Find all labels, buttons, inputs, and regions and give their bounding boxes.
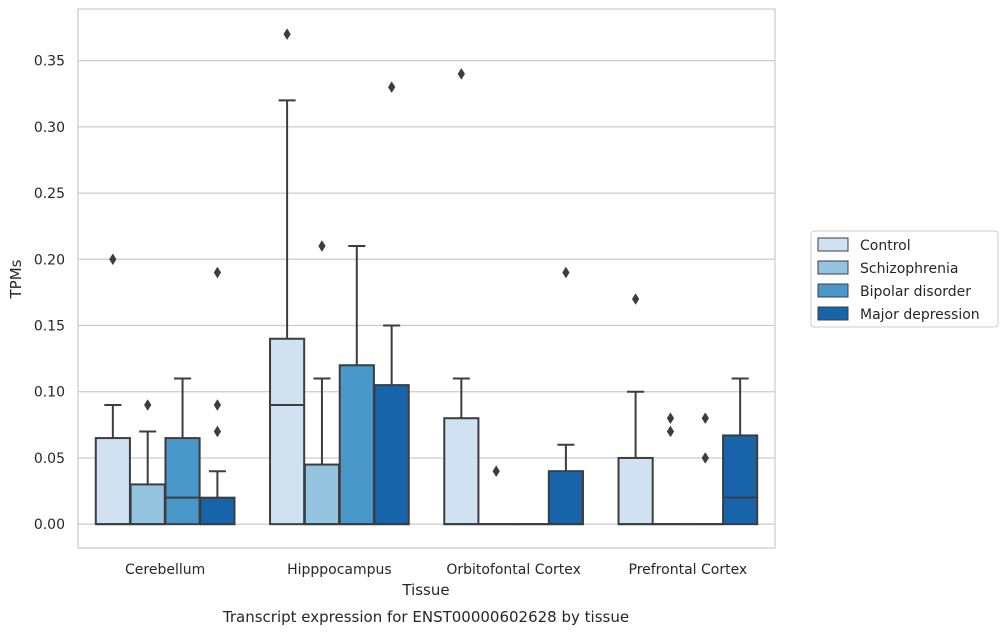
box (617, 293, 654, 526)
box-body (269, 337, 306, 526)
y-tick-label: 0.35 (34, 54, 65, 70)
outlier-point (457, 68, 466, 80)
box (269, 28, 306, 526)
outlier-point (666, 412, 675, 425)
x-tick-label: Orbitofontal Cortex (446, 562, 581, 578)
box (129, 399, 166, 526)
y-tick-label: 0.20 (34, 252, 65, 268)
box-body (443, 417, 480, 526)
box-body (547, 470, 584, 526)
outlier-point (283, 28, 291, 41)
box-body (722, 434, 759, 526)
outlier-point (701, 452, 709, 464)
outlier-point (666, 425, 675, 438)
x-tick-label: Hipppocampus (287, 562, 392, 578)
outlier-point (492, 465, 500, 478)
y-tick-label: 0.15 (34, 319, 65, 335)
legend-label: Bipolar disorder (860, 284, 971, 300)
legend-swatch (817, 306, 849, 321)
outlier-point (109, 253, 117, 266)
outlier-point (213, 266, 222, 279)
box (478, 465, 515, 526)
box (303, 240, 341, 526)
outlier-point (213, 399, 222, 411)
legend-label: Control (860, 238, 911, 254)
y-tick-label: 0.10 (34, 385, 65, 401)
box-body (94, 437, 131, 526)
outlier-point (562, 266, 570, 279)
box-groups (94, 28, 759, 526)
outlier-point (631, 293, 640, 305)
y-tick-labels: 0.00 0.05 0.10 0.15 0.20 0.25 0.30 0.35 (34, 54, 65, 534)
box-body (338, 364, 375, 526)
box (443, 68, 480, 526)
box-body (199, 496, 236, 526)
y-tick-label: 0.30 (34, 120, 65, 136)
box (722, 377, 759, 526)
legend-swatch (817, 260, 849, 275)
legend-label: Schizophrenia (860, 261, 958, 277)
x-tick-label: Cerebellum (125, 562, 205, 578)
outlier-point (701, 412, 709, 425)
legend-frame (810, 230, 999, 328)
box (547, 266, 584, 526)
box (373, 81, 410, 526)
outlier-point (387, 81, 396, 94)
legend-swatch (817, 237, 849, 252)
box-body (303, 463, 341, 526)
outlier-point (318, 240, 326, 252)
box (94, 253, 131, 526)
legend: Control Schizophrenia Bipolar disorder Majo… (810, 230, 999, 328)
chart-caption: Transcript expression for ENST0000060262… (222, 608, 629, 626)
box (687, 412, 724, 526)
x-axis-title: Tissue (401, 581, 449, 599)
box-body (617, 456, 654, 526)
y-tick-label: 0.00 (34, 517, 65, 533)
outlier-point (213, 425, 222, 438)
y-tick-label: 0.25 (34, 186, 65, 202)
box (199, 266, 236, 526)
box-body (129, 483, 166, 526)
x-tick-labels: Cerebellum Hipppocampus Orbitofontal Corte… (125, 562, 747, 578)
box (652, 412, 689, 526)
y-tick-label: 0.05 (34, 451, 65, 467)
y-axis-title: TPMs (7, 259, 25, 299)
outlier-point (144, 399, 152, 411)
box-body (164, 437, 201, 526)
x-tick-label: Prefrontal Cortex (629, 562, 748, 578)
box-body (373, 384, 410, 526)
box (338, 245, 375, 526)
legend-label: Major depression (860, 307, 980, 323)
legend-swatch (817, 283, 849, 298)
plot-frame (77, 8, 776, 549)
box (164, 377, 201, 526)
